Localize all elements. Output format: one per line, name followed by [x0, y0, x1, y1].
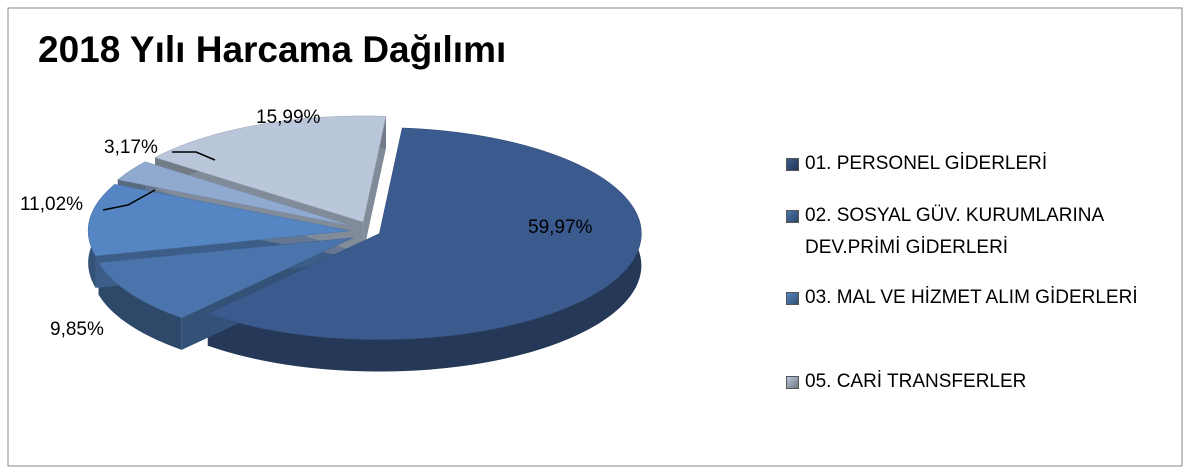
legend-item: 02. SOSYAL GÜV. KURUMLARINA DEV.PRİMİ Gİ…	[786, 200, 1165, 264]
pie-slice	[207, 127, 642, 340]
data-label: 9,85%	[50, 319, 104, 340]
legend-item: 03. MAL VE HİZMET ALIM GİDERLERİ	[786, 282, 1165, 314]
legend-swatch	[786, 158, 799, 171]
pie-slice	[87, 184, 351, 257]
data-label: 11,02%	[20, 194, 83, 215]
legend-label: 01. PERSONEL GİDERLERİ	[805, 153, 1048, 174]
leader-line	[172, 151, 216, 161]
legend-label: 02. SOSYAL GÜV. KURUMLARINA DEV.PRİMİ Gİ…	[805, 205, 1104, 258]
data-label: 59,97%	[528, 217, 593, 238]
legend-item: 01. PERSONEL GİDERLERİ	[786, 148, 1165, 180]
pie-slice	[98, 237, 354, 319]
legend-swatch	[786, 292, 799, 305]
data-label: 3,17%	[104, 137, 158, 158]
data-label: 15,99%	[256, 107, 321, 128]
pie-side	[363, 116, 386, 254]
pie-slice	[117, 161, 354, 227]
legend-label: 03. MAL VE HİZMET ALIM GİDERLERİ	[805, 287, 1138, 308]
pie-tops	[87, 115, 642, 340]
pie-side	[98, 262, 182, 350]
legend-swatch	[786, 210, 799, 223]
legend-label: 05. CARİ TRANSFERLER	[805, 371, 1027, 392]
data-labels: 59,97% 9,85% 11,02% 3,17% 15,99%	[20, 107, 593, 340]
legend-swatch	[786, 376, 799, 389]
pie-slice	[154, 115, 387, 223]
leader-line	[102, 189, 156, 211]
pie-side	[207, 127, 642, 372]
legend-item: 05. CARİ TRANSFERLER	[786, 366, 1165, 398]
chart-title: 2018 Yılı Harcama Dağılımı	[38, 29, 506, 70]
